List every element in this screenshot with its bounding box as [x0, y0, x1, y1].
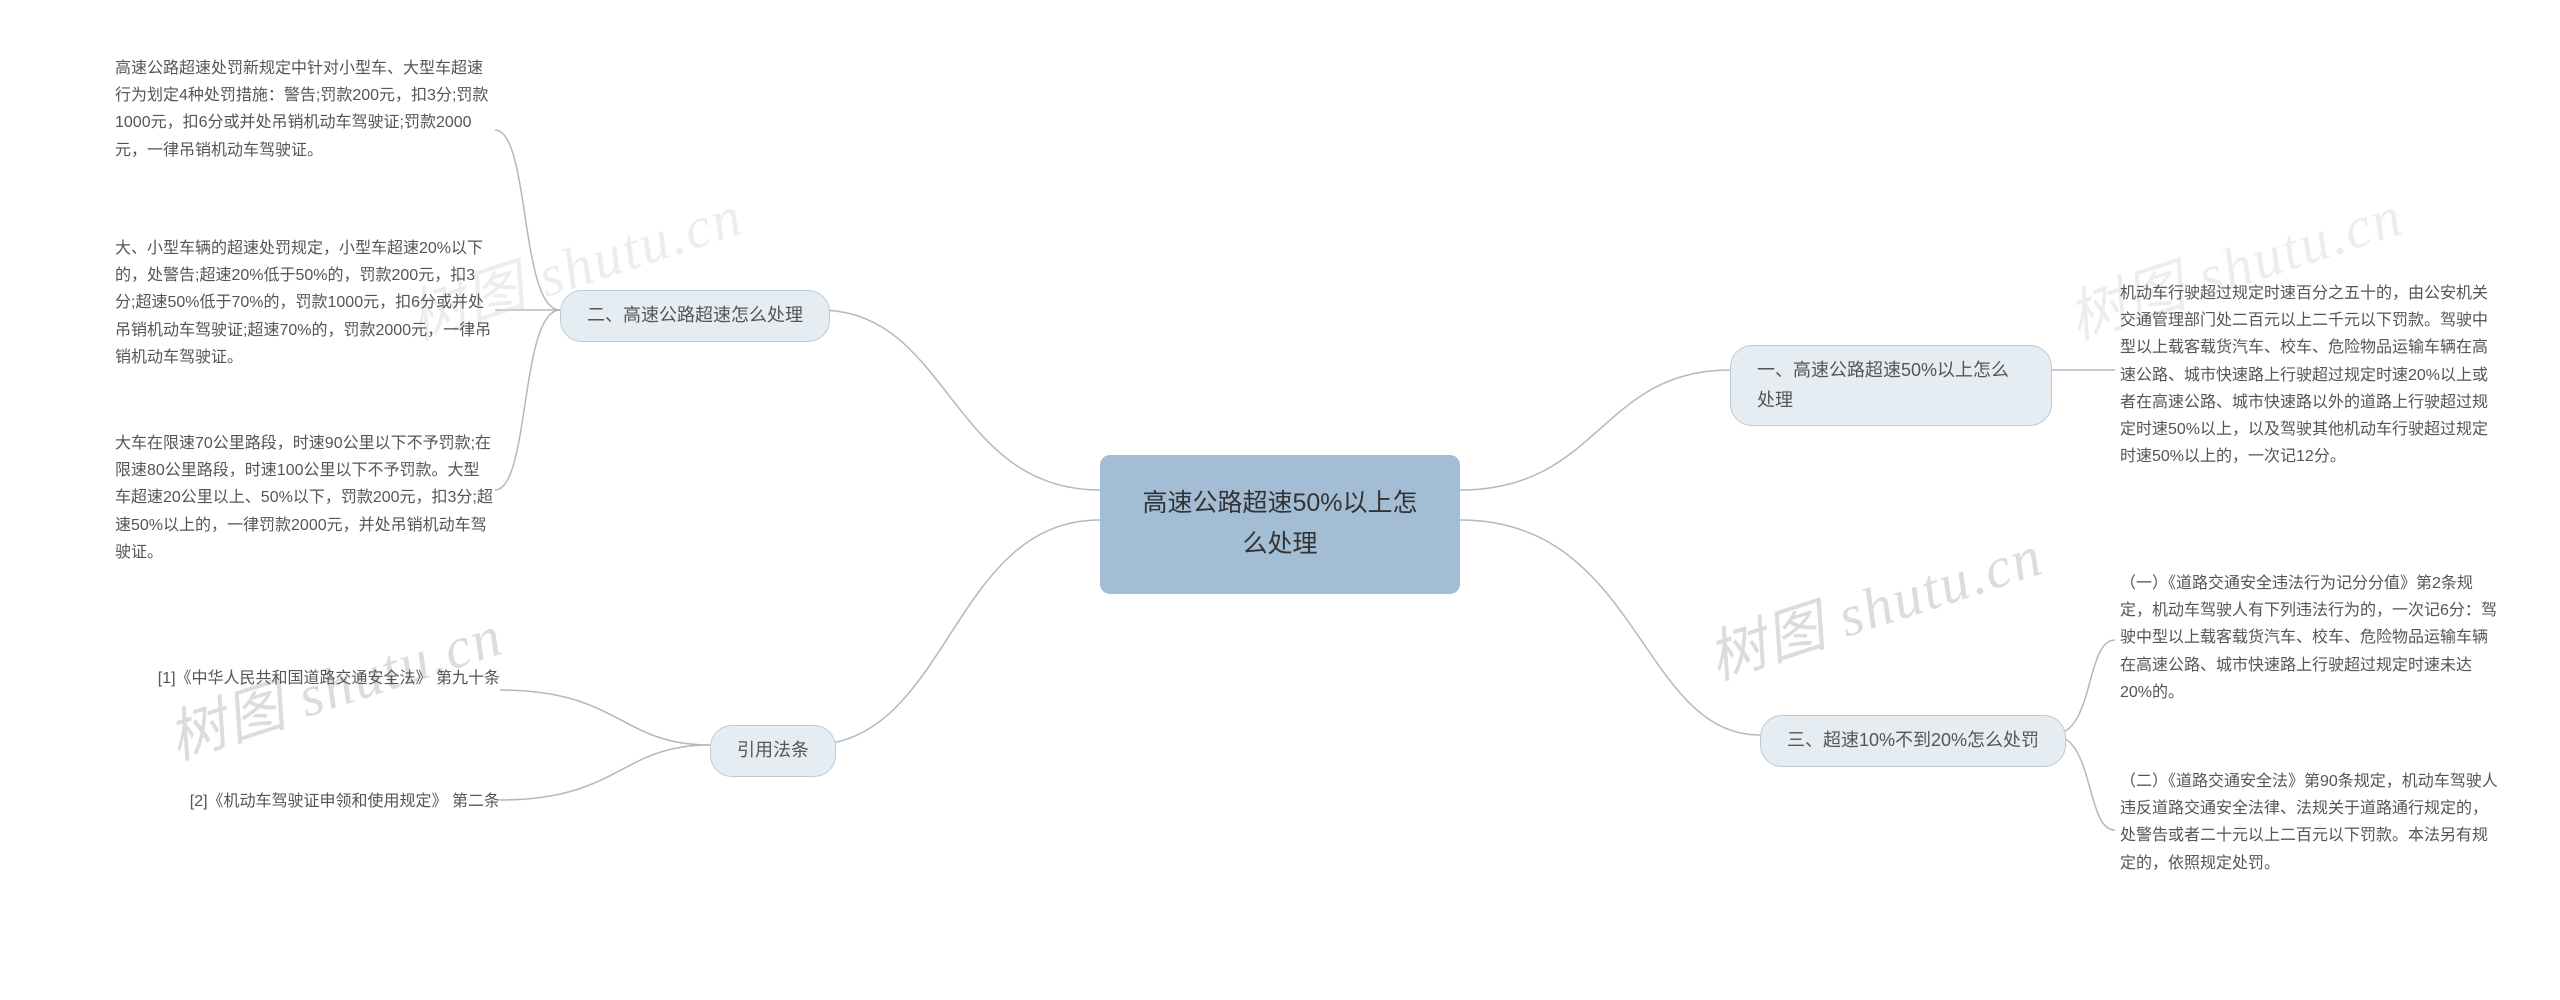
leaf-1: 机动车行驶超过规定时速百分之五十的，由公安机关交通管理部门处二百元以上二千元以下… [2120, 280, 2500, 470]
leaf-4b: [2]《机动车驾驶证申领和使用规定》 第二条 [130, 788, 500, 815]
branch-2: 二、高速公路超速怎么处理 [560, 290, 830, 342]
branch-4: 引用法条 [710, 725, 836, 777]
leaf-3b: （二）《道路交通安全法》第90条规定，机动车驾驶人违反道路交通安全法律、法规关于… [2120, 768, 2500, 877]
center-line2: 么处理 [1140, 524, 1420, 565]
leaf-3a: （一）《道路交通安全违法行为记分分值》第2条规定，机动车驾驶人有下列违法行为的，… [2120, 570, 2500, 706]
leaf-2b: 大、小型车辆的超速处罚规定，小型车超速20%以下的，处警告;超速20%低于50%… [115, 235, 495, 371]
center-node: 高速公路超速50%以上怎 么处理 [1100, 455, 1460, 594]
center-line1: 高速公路超速50%以上怎 [1140, 483, 1420, 524]
watermark: 树图 shutu.cn [1696, 508, 2052, 695]
branch-1: 一、高速公路超速50%以上怎么处理 [1730, 345, 2052, 426]
leaf-2c: 大车在限速70公里路段，时速90公里以下不予罚款;在限速80公里路段，时速100… [115, 430, 495, 566]
branch-3: 三、超速10%不到20%怎么处罚 [1760, 715, 2066, 767]
leaf-4a: [1]《中华人民共和国道路交通安全法》 第九十条 [130, 665, 500, 692]
leaf-2a: 高速公路超速处罚新规定中针对小型车、大型车超速行为划定4种处罚措施：警告;罚款2… [115, 55, 495, 164]
